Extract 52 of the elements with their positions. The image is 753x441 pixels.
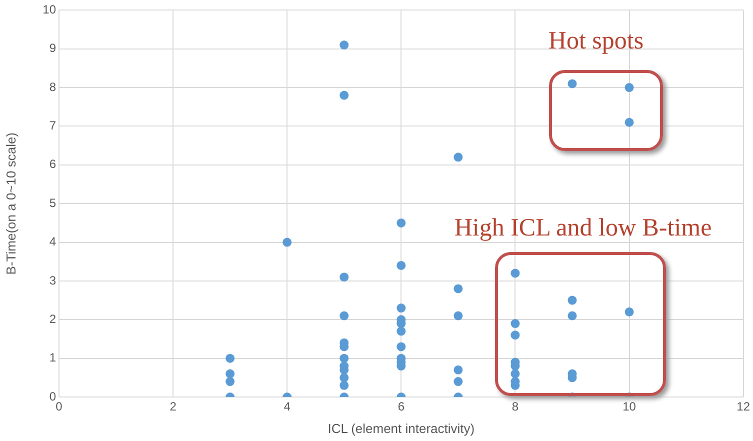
y-tick-label: 2 xyxy=(49,312,56,326)
point xyxy=(454,152,463,162)
y-tick-label: 1 xyxy=(49,350,56,365)
point xyxy=(396,304,406,313)
y-axis-title: B-Time(on a 0~10 scale) xyxy=(3,132,18,275)
point xyxy=(510,330,520,340)
y-tick-label: 8 xyxy=(49,80,56,94)
point xyxy=(454,284,463,294)
point xyxy=(340,354,349,363)
point xyxy=(624,307,634,316)
y-tick-label: 10 xyxy=(42,2,56,17)
y-tick-label: 7 xyxy=(49,118,56,133)
point xyxy=(396,342,406,352)
point xyxy=(340,380,349,390)
point xyxy=(510,268,520,278)
point xyxy=(396,326,406,336)
y-tick-label: 6 xyxy=(49,157,56,172)
point xyxy=(340,373,349,382)
point xyxy=(340,272,349,282)
point xyxy=(454,365,463,374)
x-tick-label: 6 xyxy=(398,400,405,414)
x-tick-label: 8 xyxy=(512,400,519,414)
point xyxy=(568,296,577,305)
point xyxy=(510,319,520,328)
point xyxy=(510,369,520,378)
point xyxy=(454,311,463,320)
y-tick-label: 5 xyxy=(49,196,56,210)
point xyxy=(340,90,349,100)
point xyxy=(454,377,463,386)
x-tick-label: 2 xyxy=(170,400,177,414)
point xyxy=(396,218,406,228)
annotation: Hot spots xyxy=(548,28,644,55)
y-tick-label: 3 xyxy=(49,273,56,288)
annotation: High ICL and low B-time xyxy=(454,214,712,242)
point xyxy=(624,83,634,92)
point xyxy=(226,354,235,363)
y-tick-label: 0 xyxy=(49,389,56,404)
point xyxy=(226,377,235,386)
point xyxy=(568,79,577,88)
point xyxy=(568,311,577,320)
y-tick-label: 4 xyxy=(49,234,56,249)
point xyxy=(282,238,292,247)
point xyxy=(396,260,406,270)
x-tick-label: 4 xyxy=(284,400,291,414)
point xyxy=(624,118,634,127)
x-tick-label: 12 xyxy=(736,400,750,414)
y-tick-label: 9 xyxy=(49,41,56,56)
point xyxy=(226,369,235,378)
x-tick-label: 10 xyxy=(622,400,636,414)
point xyxy=(340,40,349,50)
point xyxy=(340,311,349,320)
x-axis-title: ICL (element interactivity) xyxy=(328,420,475,436)
